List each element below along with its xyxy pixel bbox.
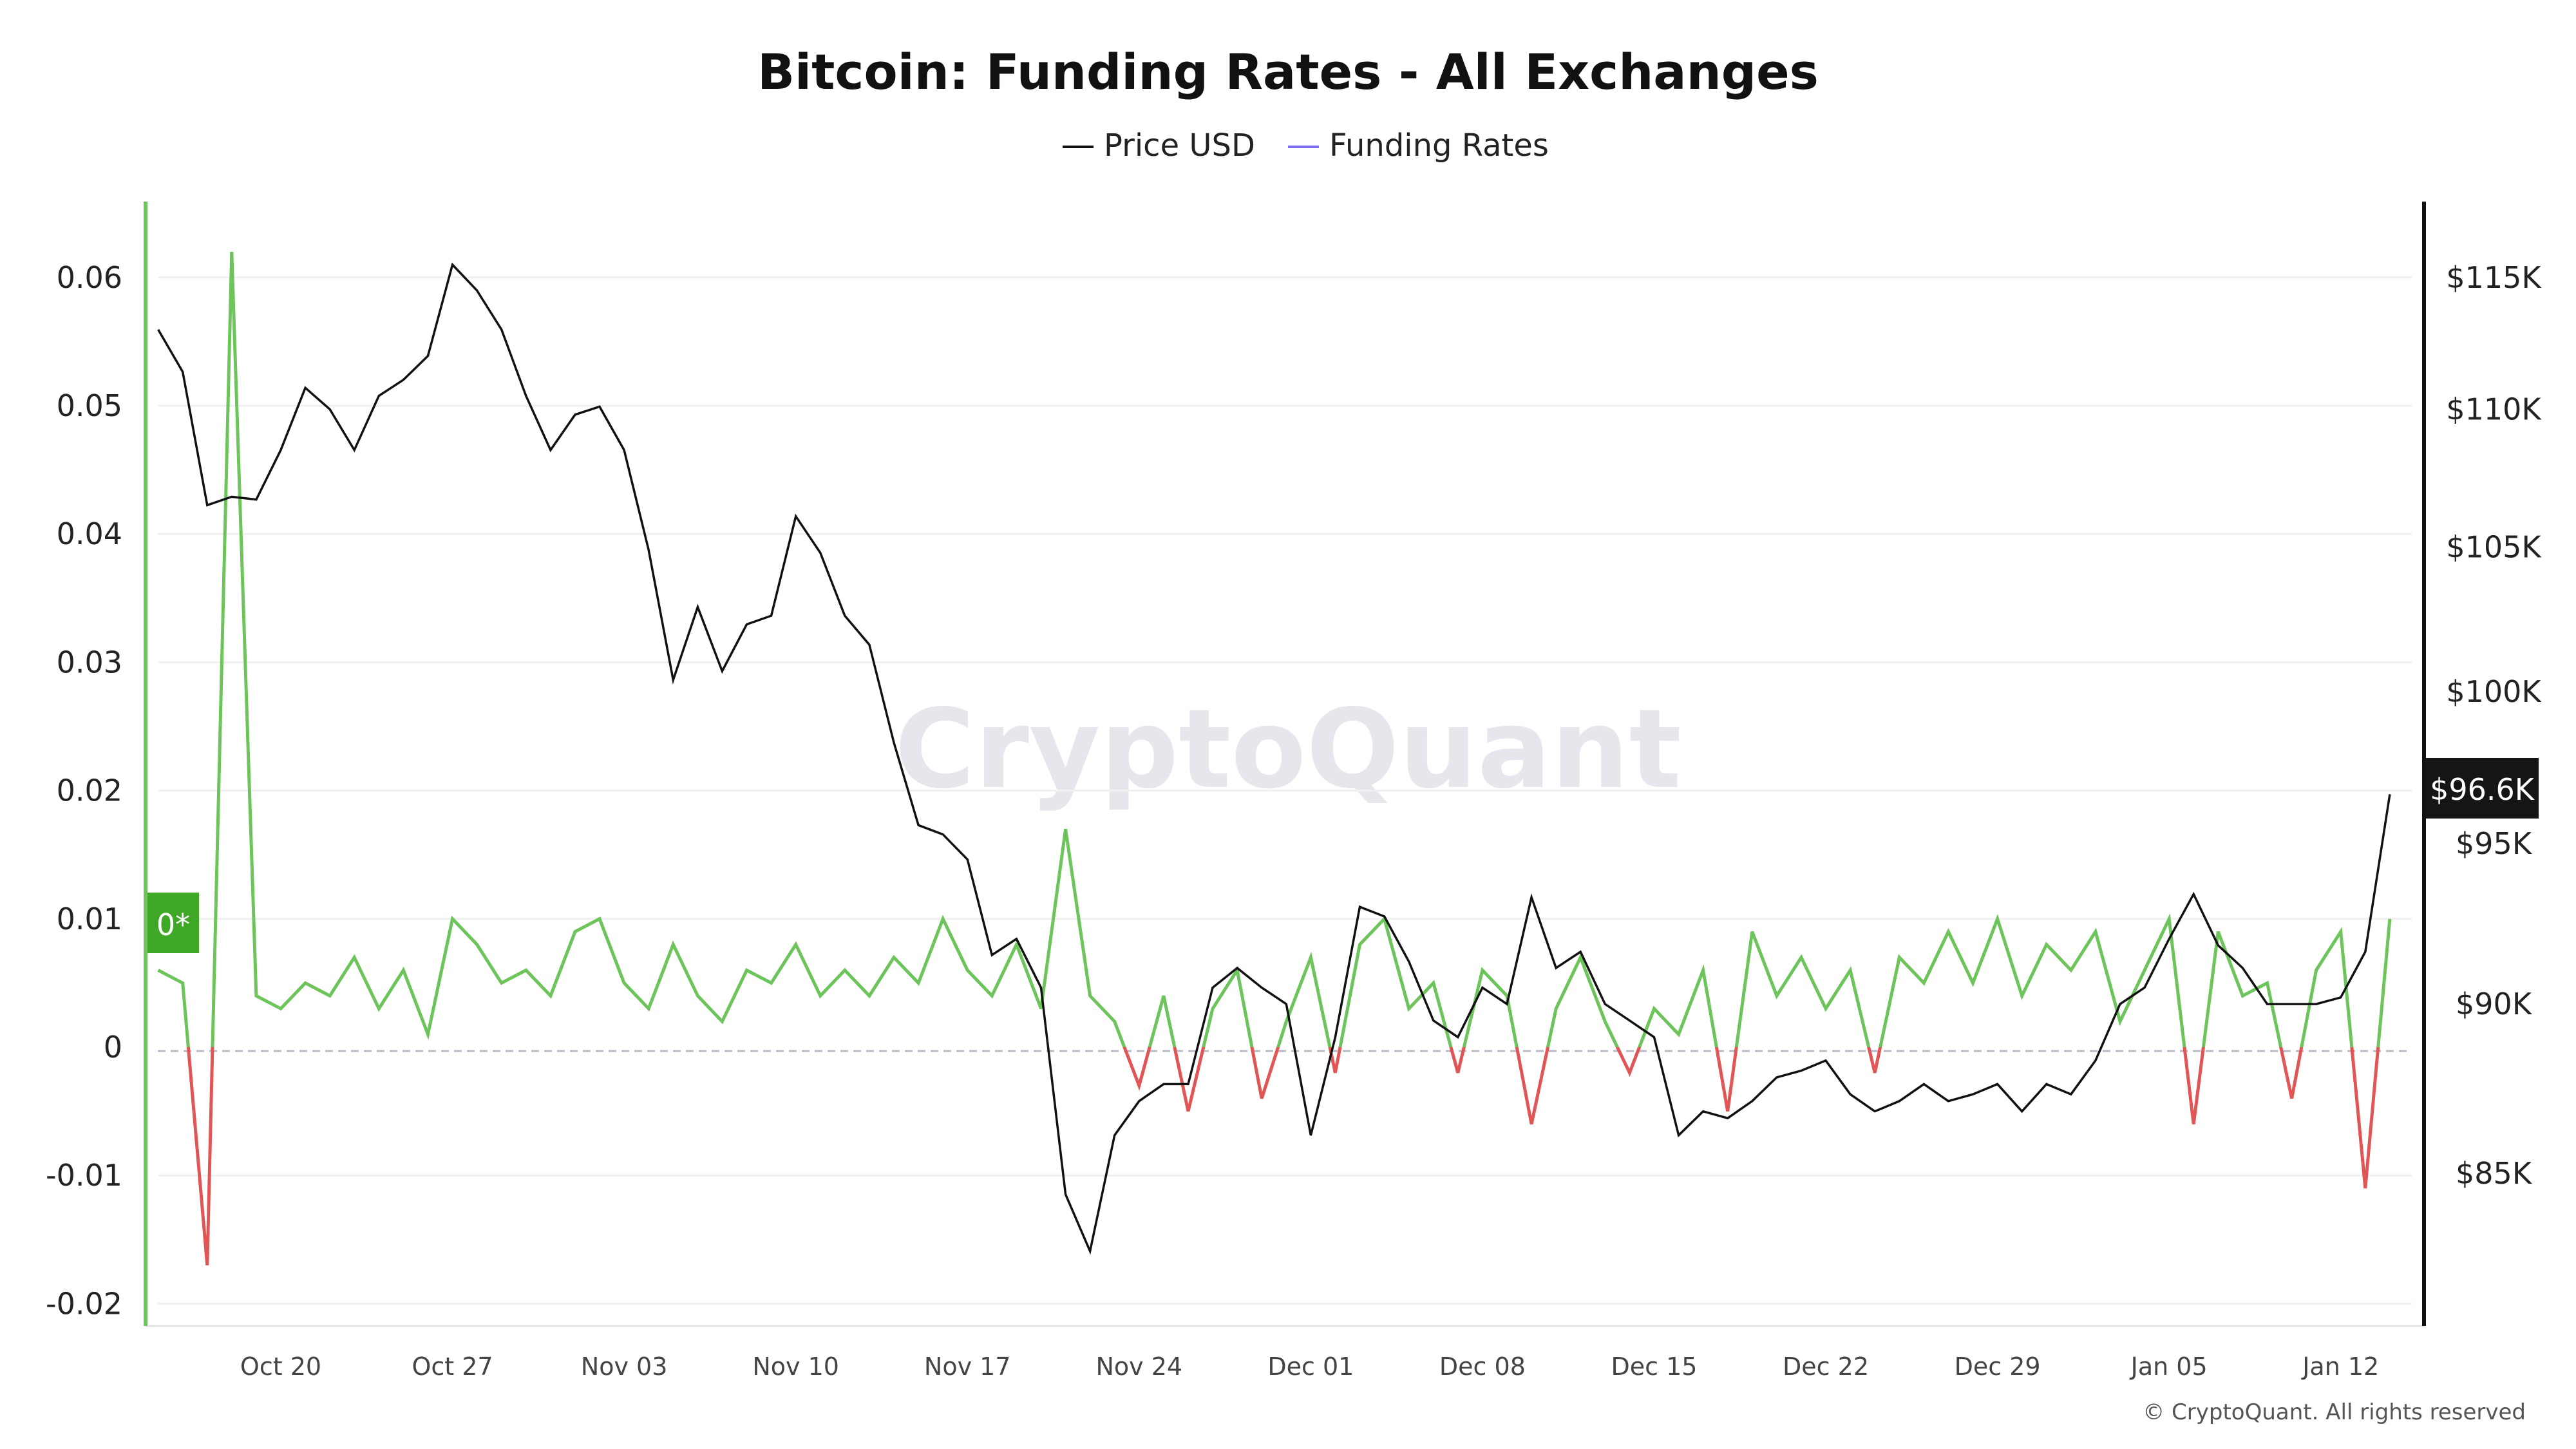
x-tick-label: Oct 27 (412, 1352, 493, 1381)
copyright: © CryptoQuant. All rights reserved (2143, 1399, 2526, 1425)
x-tick-label: Dec 29 (1955, 1352, 2041, 1381)
left-current-value: 0* (156, 907, 190, 942)
right-current-value-badge: $96.6K (2425, 758, 2539, 819)
right-tick-label: $105K (2446, 530, 2542, 565)
left-tick-label: -0.02 (46, 1286, 122, 1321)
x-tick-label: Jan 05 (2130, 1352, 2208, 1381)
price-usd-line (157, 262, 2391, 1255)
x-tick-label: Nov 10 (752, 1352, 839, 1381)
left-tick-label: 0.03 (57, 645, 122, 679)
left-tick-label: 0.06 (57, 260, 122, 295)
left-tick-label: 0 (104, 1030, 122, 1065)
legend: Price USD Funding Rates (1063, 128, 1549, 164)
x-tick-label: Nov 17 (924, 1352, 1011, 1381)
funding-rates-positive-line (157, 251, 2392, 1047)
right-current-value: $96.6K (2430, 772, 2535, 807)
x-tick-label: Dec 22 (1783, 1352, 1869, 1381)
chart-title: Bitcoin: Funding Rates - All Exchanges (757, 43, 1819, 100)
right-axis-ticks: $115K $110K $105K $100K $95K $90K $85K (2446, 260, 2542, 1191)
funding-rates-negative-line (186, 1047, 2380, 1265)
right-tick-label: $90K (2456, 987, 2533, 1021)
right-tick-label: $85K (2456, 1156, 2533, 1191)
watermark: CryptoQuant (895, 686, 1681, 813)
right-tick-label: $95K (2456, 826, 2533, 861)
x-tick-label: Dec 15 (1611, 1352, 1697, 1381)
right-tick-label: $100K (2446, 674, 2542, 709)
left-tick-label: -0.01 (46, 1158, 122, 1193)
legend-funding-label[interactable]: Funding Rates (1329, 128, 1549, 164)
legend-price-label[interactable]: Price USD (1104, 128, 1255, 164)
left-current-value-badge: 0* (147, 893, 199, 953)
x-tick-label: Nov 03 (581, 1352, 668, 1381)
x-tick-label: Dec 01 (1267, 1352, 1354, 1381)
right-tick-label: $110K (2446, 392, 2542, 427)
left-tick-label: 0.04 (57, 516, 122, 551)
left-tick-label: 0.02 (57, 773, 122, 808)
left-tick-label: 0.05 (57, 388, 122, 423)
x-tick-label: Jan 12 (2301, 1352, 2379, 1381)
x-axis-ticks: Oct 20 Oct 27 Nov 03 Nov 10 Nov 17 Nov 24 Dec … (240, 1352, 2379, 1381)
x-tick-label: Oct 20 (240, 1352, 321, 1381)
left-tick-label: 0.01 (57, 902, 122, 936)
left-axis-ticks: 0.06 0.05 0.04 0.03 0.02 0.01 0 -0.01 -0.02 (46, 260, 122, 1321)
right-tick-label: $115K (2446, 260, 2542, 295)
gridlines (158, 276, 2412, 1305)
x-tick-label: Dec 08 (1439, 1352, 1526, 1381)
x-tick-label: Nov 24 (1095, 1352, 1182, 1381)
